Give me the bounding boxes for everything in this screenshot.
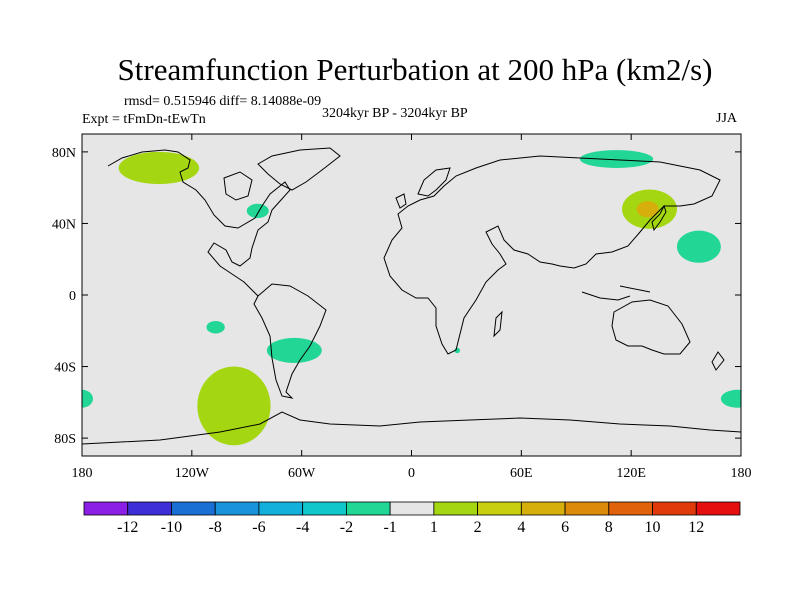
anomaly-south-pacific-small xyxy=(206,320,225,334)
colorbar-swatch xyxy=(258,501,304,516)
lon-tick-label: 180 xyxy=(731,466,752,481)
colorbar-label: 4 xyxy=(517,519,525,536)
anomaly-siberia-north xyxy=(579,150,654,168)
colorbar-label: -8 xyxy=(209,519,222,536)
colorbar-swatch xyxy=(83,501,129,516)
colorbar-swatch xyxy=(477,501,522,516)
colorbar-swatch xyxy=(302,501,347,516)
coast-australia xyxy=(611,299,691,355)
coast-madagascar xyxy=(493,310,503,338)
lon-tick-label: 120W xyxy=(175,466,210,481)
colorbar-label: 6 xyxy=(561,519,569,536)
plot-title: Streamfunction Perturbation at 200 hPa (… xyxy=(117,52,713,87)
anomaly-great-lakes xyxy=(246,203,269,219)
anomaly-dateline-south-east xyxy=(720,389,741,408)
colorbar: -12 -10 -8 -6 -4 -2 -1 1 2 4 6 8 10 12 xyxy=(83,501,741,536)
anomaly-manchuria-core xyxy=(636,201,659,218)
period-label: 3204kyr BP - 3204kyr BP xyxy=(322,106,468,121)
colorbar-label: -12 xyxy=(117,519,138,536)
anomaly-layer xyxy=(82,150,741,446)
coastlines xyxy=(82,147,741,445)
coast-antarctica xyxy=(82,411,741,445)
colorbar-label: 2 xyxy=(474,519,482,536)
colorbar-swatch xyxy=(608,501,653,516)
map-axes: 80N 40N 0 40S 80S 180 120W 60W 0 60E 120E 180 xyxy=(52,134,752,481)
anomaly-dateline-south-west xyxy=(82,389,93,408)
colorbar-label: -10 xyxy=(161,519,182,536)
colorbar-swatch xyxy=(433,501,479,516)
coast-scandinavia xyxy=(417,167,451,197)
colorbar-label: -2 xyxy=(340,519,353,536)
lat-tick-label: 80S xyxy=(54,432,76,447)
lon-tick-label: 180 xyxy=(72,466,93,481)
coast-new-zealand xyxy=(711,351,725,371)
coast-japan xyxy=(651,204,667,232)
coast-indonesia xyxy=(581,285,651,301)
colorbar-swatch xyxy=(695,501,741,516)
lon-tick-label: 60E xyxy=(510,466,533,481)
colorbar-label: -1 xyxy=(383,519,396,536)
stats-label: rmsd= 0.515946 diff= 8.14088e-09 xyxy=(124,94,322,109)
lat-tick-label: 40N xyxy=(52,217,76,232)
colorbar-swatch xyxy=(564,501,610,516)
lat-tick-label: 0 xyxy=(69,289,76,304)
lon-tick-label: 60W xyxy=(288,466,316,481)
lat-tick-label: 80N xyxy=(52,146,76,161)
colorbar-swatch xyxy=(171,501,216,516)
coast-greenland xyxy=(257,147,341,191)
coast-north-america xyxy=(107,149,291,297)
colorbar-swatch xyxy=(389,501,435,516)
lat-tick-label: 40S xyxy=(54,361,76,376)
colorbar-label: 12 xyxy=(688,519,704,536)
experiment-label: Expt = tFmDn-tEwTn xyxy=(82,112,206,127)
colorbar-swatch xyxy=(520,501,566,516)
lon-tick-label: 120E xyxy=(616,466,646,481)
coast-europe-africa xyxy=(383,155,721,355)
colorbar-label: 10 xyxy=(645,519,661,536)
colorbar-label: -4 xyxy=(296,519,309,536)
coast-south-america xyxy=(253,283,327,399)
colorbar-label: 8 xyxy=(605,519,613,536)
colorbar-label: -6 xyxy=(252,519,265,536)
anomaly-south-atlantic xyxy=(266,337,322,363)
colorbar-swatch xyxy=(127,501,172,516)
colorbar-swatch xyxy=(345,501,391,516)
season-label: JJA xyxy=(716,111,738,126)
anomaly-north-pacific xyxy=(676,230,721,263)
coast-hudson-bay xyxy=(223,171,253,201)
colorbar-swatch xyxy=(214,501,260,516)
colorbar-label: 1 xyxy=(430,519,438,536)
coast-british-isles xyxy=(395,193,407,209)
anomaly-alaska xyxy=(118,151,200,185)
colorbar-swatch xyxy=(652,501,697,516)
lon-tick-label: 0 xyxy=(408,466,415,481)
